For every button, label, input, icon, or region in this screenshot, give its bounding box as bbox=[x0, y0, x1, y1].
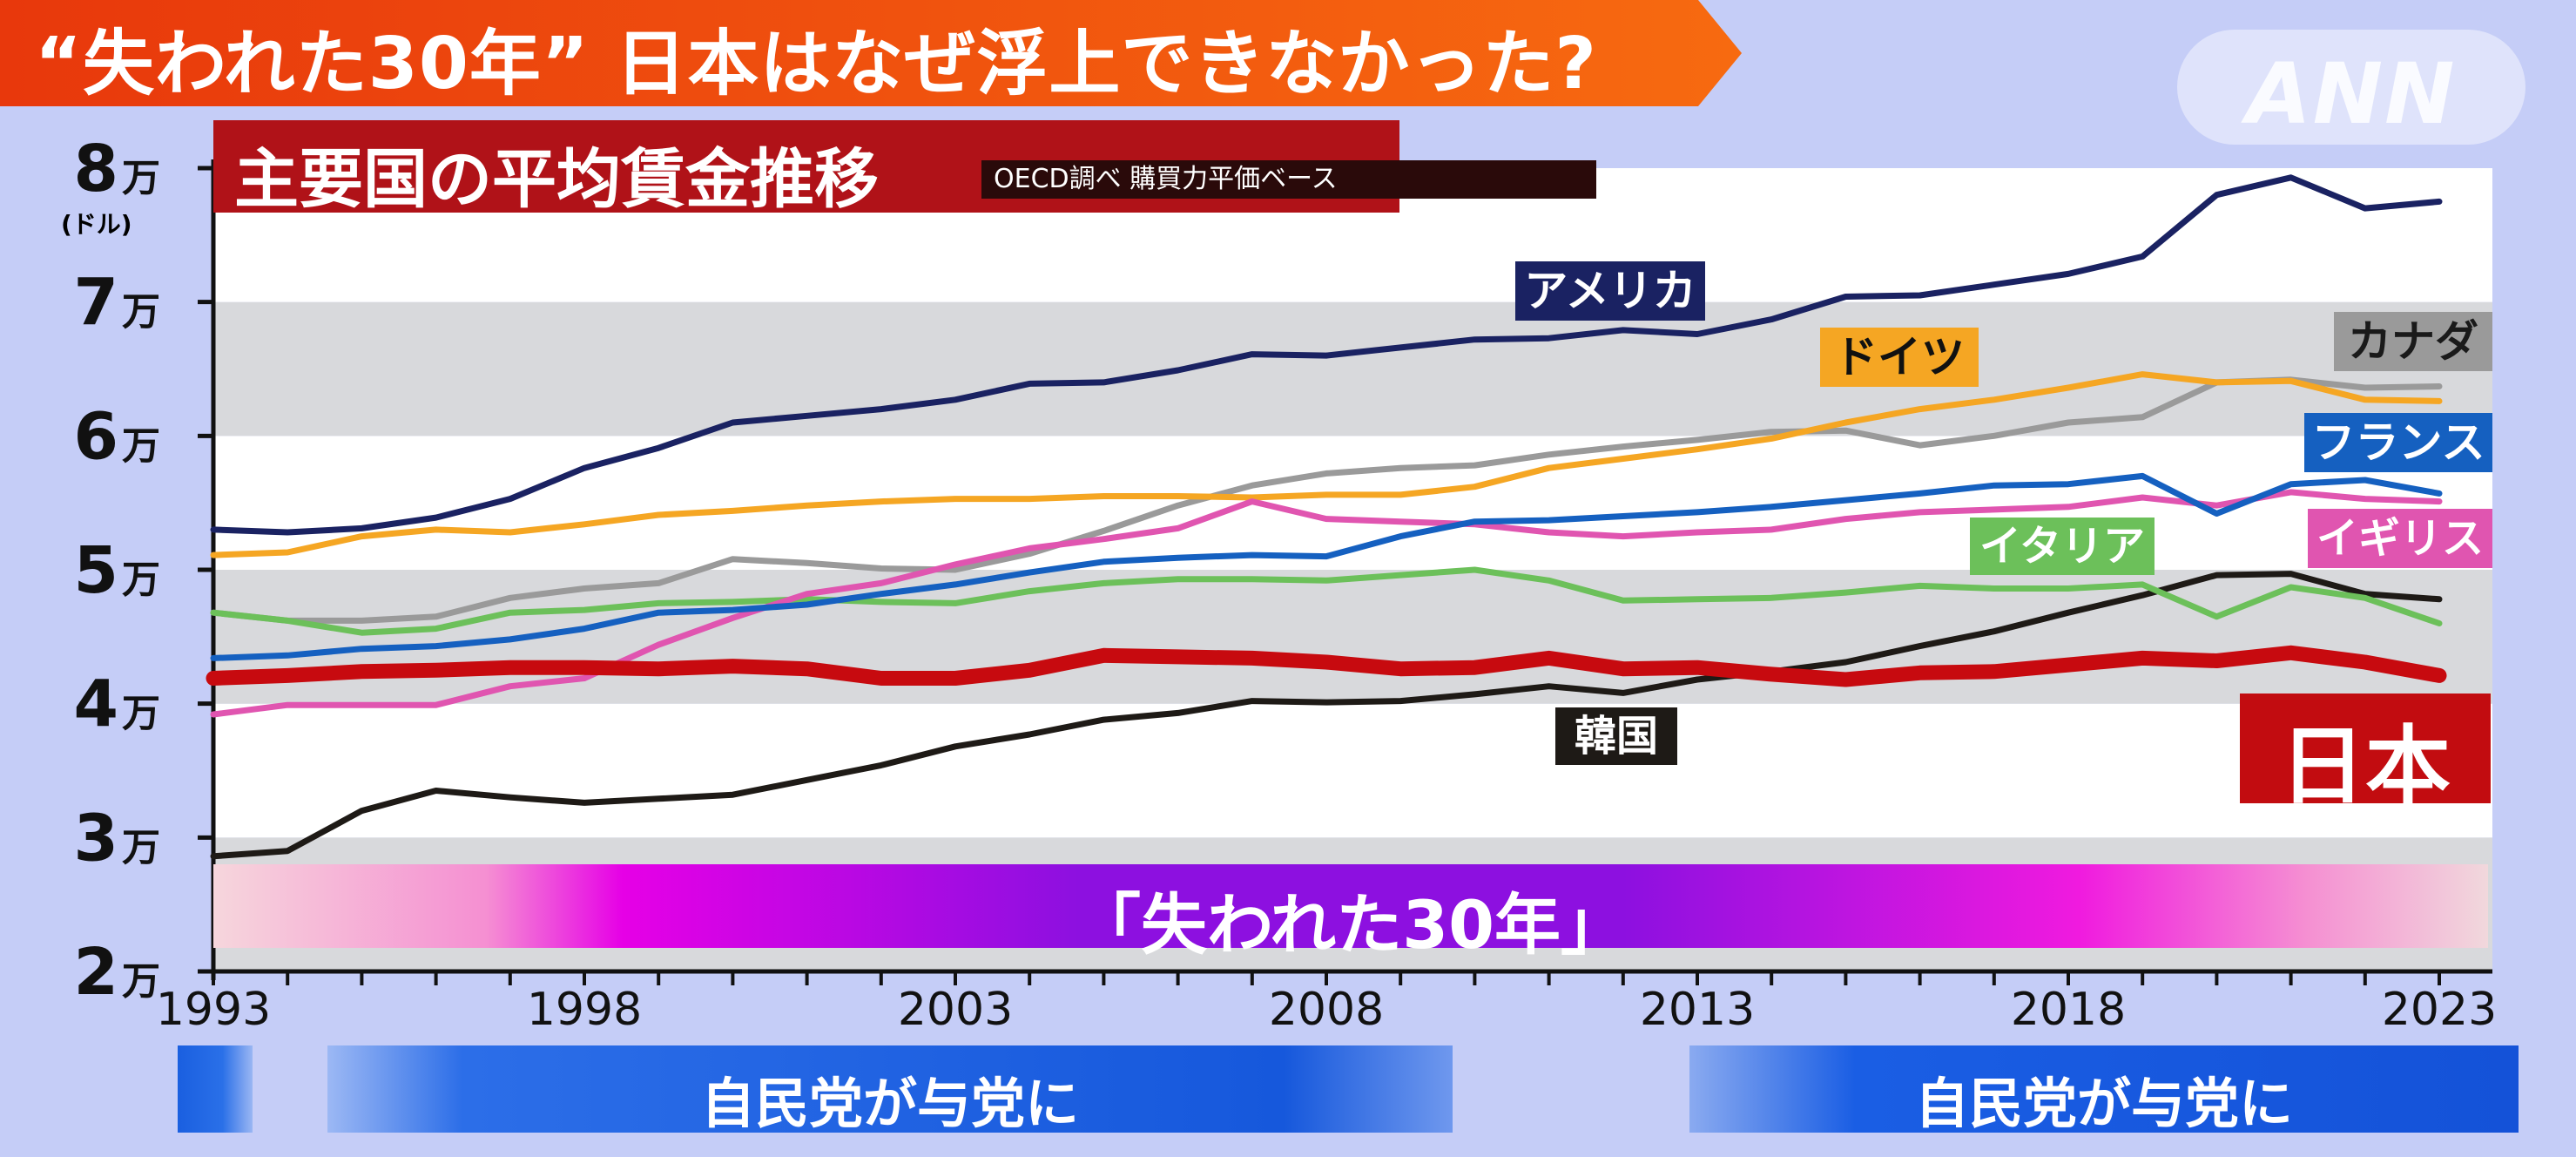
x-tick-label: 2023 bbox=[2382, 984, 2497, 1036]
y-tick-unit: 万 bbox=[122, 423, 160, 468]
x-tick-label: 2003 bbox=[898, 984, 1013, 1036]
series-label-uk: イギリス bbox=[2308, 509, 2492, 568]
y-tick-number: 4 bbox=[74, 667, 119, 742]
series-label-korea: 韓国 bbox=[1555, 707, 1677, 765]
y-tick-number: 3 bbox=[74, 801, 119, 876]
chart-band bbox=[213, 301, 2492, 436]
x-tick-label: 1998 bbox=[527, 984, 642, 1036]
ldp-period-bar-early-fill bbox=[178, 1045, 253, 1133]
y-tick-number: 2 bbox=[74, 935, 119, 1010]
lost-decades-band: 「失われた30年」 bbox=[213, 864, 2488, 964]
y-tick-label: 8万 bbox=[74, 132, 161, 206]
y-axis-unit: (ドル) bbox=[61, 210, 132, 239]
chart-source-note: OECD調べ 購買力平価ベース bbox=[981, 160, 1596, 199]
series-label-italy: イタリア bbox=[1970, 518, 2155, 575]
y-tick-label: 2万 bbox=[74, 935, 161, 1010]
series-line-america bbox=[210, 174, 2443, 536]
series-line-japan bbox=[206, 645, 2447, 687]
x-tick-label: 2018 bbox=[2011, 984, 2126, 1036]
y-tick-unit: 万 bbox=[122, 959, 160, 1004]
series-label-america: アメリカ bbox=[1515, 261, 1705, 321]
series-line-italy bbox=[210, 566, 2443, 636]
chart-title-box: 主要国の平均賃金推移 OECD調べ 購買力平価ベース bbox=[213, 120, 1596, 217]
y-tick-label: 6万 bbox=[74, 399, 161, 474]
y-tick-label: 4万 bbox=[74, 667, 161, 742]
title-banner-shape bbox=[0, 0, 1742, 106]
y-tick-unit: 万 bbox=[122, 825, 160, 869]
ldp-period-bar-1-fill bbox=[327, 1045, 1453, 1133]
series-line-france bbox=[210, 472, 2443, 661]
chart-band bbox=[213, 703, 2492, 838]
series-line-canada bbox=[210, 376, 2443, 624]
x-axis: 1993 1998 2003 2008 2013 2018 2023 bbox=[156, 969, 2497, 1036]
series-lines bbox=[206, 174, 2447, 860]
y-tick-number: 5 bbox=[74, 533, 119, 608]
y-tick-label: 5万 bbox=[74, 533, 161, 608]
ldp-period-bar-1: 自民党が与党に bbox=[327, 1045, 1453, 1135]
ldp-period-bar-2-fill bbox=[1689, 1045, 2519, 1133]
y-tick-number: 6 bbox=[74, 399, 119, 474]
series-label-canada: カナダ bbox=[2334, 312, 2492, 371]
series-line-uk bbox=[210, 489, 2443, 718]
x-tick-label: 1993 bbox=[156, 984, 271, 1036]
ldp-period-bar-early bbox=[178, 1045, 253, 1133]
y-tick-unit: 万 bbox=[122, 156, 160, 200]
ann-logo-text: ANN bbox=[2246, 45, 2457, 143]
ldp-period-bar-2: 自民党が与党に bbox=[1689, 1045, 2519, 1135]
y-tick-label: 7万 bbox=[74, 266, 161, 341]
series-label-japan-box: 日本 bbox=[2240, 694, 2491, 816]
series-line-germany bbox=[210, 371, 2443, 558]
y-tick-unit: 万 bbox=[122, 692, 160, 736]
x-tick-label: 2013 bbox=[1640, 984, 1755, 1036]
y-tick-number: 7 bbox=[74, 266, 119, 341]
series-label-france: フランス bbox=[2304, 413, 2492, 472]
y-tick-label: 3万 bbox=[74, 801, 161, 876]
chart-band bbox=[213, 570, 2492, 704]
series-label-germany: ドイツ bbox=[1820, 328, 1979, 387]
lost-decades-label: 「失われた30年」 bbox=[1075, 886, 1627, 964]
page-title: “失われた30年” 日本はなぜ浮上できなかった? bbox=[35, 23, 1597, 105]
ldp-period-label-2: 自民党が与党に bbox=[1914, 1072, 2293, 1135]
series-label-japan: 日本 bbox=[2279, 717, 2451, 816]
title-banner: “失われた30年” 日本はなぜ浮上できなかった? bbox=[0, 0, 1742, 106]
y-tick-unit: 万 bbox=[122, 290, 160, 335]
lost-decades-band-fill bbox=[213, 864, 2488, 948]
ldp-period-label-1: 自民党が与党に bbox=[700, 1072, 1079, 1135]
ann-logo: ANN bbox=[2177, 30, 2525, 145]
x-tick-label: 2008 bbox=[1269, 984, 1384, 1036]
y-tick-unit: 万 bbox=[122, 558, 160, 602]
series-line-korea bbox=[210, 571, 2443, 860]
chart-title: 主要国の平均賃金推移 bbox=[234, 142, 879, 217]
y-tick-number: 8 bbox=[74, 132, 119, 206]
